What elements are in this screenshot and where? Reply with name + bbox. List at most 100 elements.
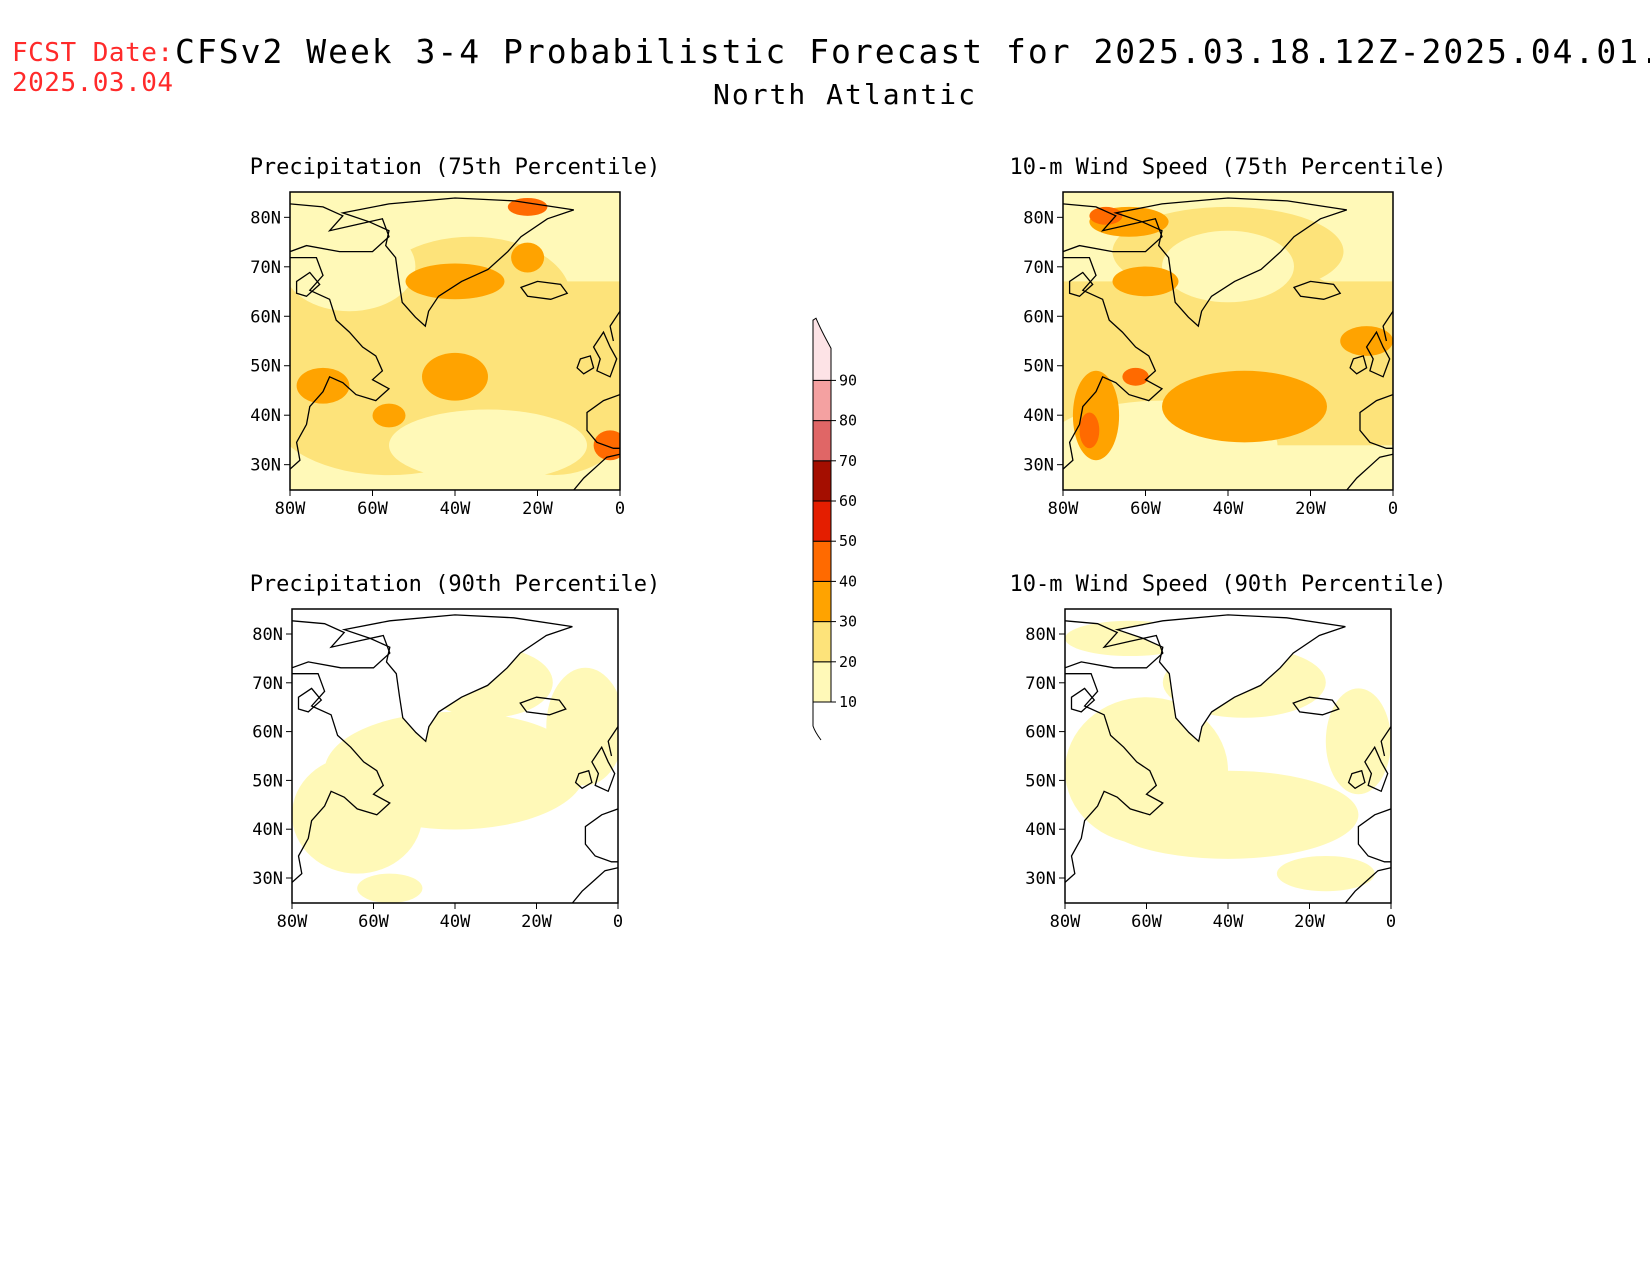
colorbar-label: 40: [839, 572, 857, 590]
lat-tick-label: 80N: [1023, 208, 1054, 228]
colorbar-legend: 10 20 30 40 50 60 70 80 90: [812, 317, 857, 741]
greenland-mask: [1117, 614, 1346, 742]
lat-tick-label: 50N: [250, 357, 281, 377]
forecast-date-value: 2025.03.04: [12, 68, 174, 98]
map-panel-precip-90: Precipitation (90th Percentile) 80N 70N 60N…: [250, 572, 661, 932]
lat-tick-label: 60N: [1023, 307, 1054, 327]
fill-region: [1122, 367, 1149, 386]
coastline: [1114, 614, 1346, 743]
coastline: [341, 614, 573, 743]
lat-tick-label: 70N: [250, 258, 281, 278]
fill-region: [290, 221, 416, 312]
colorbar-cap-bottom: [812, 702, 822, 741]
longitude-axis: 80W 60W 40W 20W 0: [1050, 903, 1396, 932]
probability-fill: [290, 192, 620, 490]
lon-tick-label: 80W: [1050, 912, 1081, 932]
coastline: [1365, 330, 1391, 378]
fill-region: [1072, 370, 1120, 461]
colorbar-segment: [812, 379, 832, 422]
lon-tick-label: 80W: [277, 912, 308, 932]
colorbar-label: 70: [839, 452, 857, 470]
fill-region: [1112, 266, 1179, 297]
map-panel-precip-75: Precipitation (75th Percentile) 80N 70N 60N…: [250, 155, 661, 519]
colorbar-label: 80: [839, 412, 857, 430]
lon-tick-label: 60W: [358, 912, 389, 932]
lon-tick-label: 80W: [1048, 499, 1079, 519]
coastlines: [292, 614, 618, 903]
lat-tick-label: 30N: [1023, 456, 1054, 476]
lat-tick-label: 30N: [250, 456, 281, 476]
fill-region: [1340, 326, 1393, 356]
fill-region: [546, 667, 618, 786]
lon-tick-label: 0: [615, 499, 625, 519]
coastline: [519, 696, 567, 716]
lon-tick-label: 20W: [522, 499, 553, 519]
colorbar-segment: [812, 460, 832, 502]
colorbar-segment: [812, 621, 832, 663]
colorbar-label: 60: [839, 492, 857, 510]
lat-tick-label: 70N: [252, 674, 283, 694]
coastline: [576, 355, 595, 375]
coastline: [295, 271, 321, 298]
lat-tick-label: 40N: [250, 406, 281, 426]
coastline: [1063, 203, 1163, 253]
fill-region: [1065, 697, 1228, 845]
lon-tick-label: 40W: [440, 912, 471, 932]
colorbar-segment: [812, 580, 832, 623]
coastline: [584, 808, 618, 863]
coastline: [1068, 271, 1094, 298]
lat-tick-label: 30N: [1025, 869, 1056, 889]
fill-region: [1089, 206, 1123, 225]
lon-tick-label: 60W: [357, 499, 388, 519]
fill-region: [1162, 370, 1327, 443]
fill-region: [1276, 855, 1375, 892]
lat-tick-label: 40N: [1025, 820, 1056, 840]
fill-region: [389, 409, 587, 482]
forecast-date-block: FCST Date: 2025.03.04: [12, 38, 174, 98]
lat-tick-label: 70N: [1023, 258, 1054, 278]
colorbar-segment: [812, 661, 832, 703]
panel-title: Precipitation (90th Percentile): [250, 572, 661, 597]
coastline: [292, 673, 391, 883]
coastline: [340, 197, 575, 328]
fill-region: [296, 367, 350, 404]
coastline: [571, 867, 618, 903]
lat-tick-label: 40N: [1023, 406, 1054, 426]
panel-title: Precipitation (75th Percentile): [250, 155, 661, 180]
coastline: [1349, 355, 1368, 375]
lon-tick-label: 80W: [275, 499, 306, 519]
lon-tick-label: 20W: [521, 912, 552, 932]
lon-tick-label: 40W: [440, 499, 471, 519]
map-panel-wind-90: 10-m Wind Speed (90th Percentile) 80N 70N 6…: [1009, 572, 1446, 932]
lat-tick-label: 60N: [250, 307, 281, 327]
lon-tick-label: 60W: [1131, 912, 1162, 932]
lon-tick-label: 20W: [1295, 499, 1326, 519]
coastline: [609, 310, 620, 342]
lat-tick-label: 70N: [1025, 674, 1056, 694]
fill-region: [405, 263, 505, 300]
coastline: [1346, 453, 1393, 490]
fill-region: [507, 197, 548, 216]
colorbar-segment: [812, 420, 832, 462]
coastline: [591, 745, 616, 793]
lat-tick-label: 60N: [1025, 723, 1056, 743]
coastline: [290, 203, 390, 253]
fill-region: [1079, 412, 1100, 449]
coastlines: [290, 197, 620, 490]
coastline: [1347, 769, 1366, 790]
colorbar-label: 90: [839, 371, 857, 389]
coastline: [519, 280, 569, 300]
forecast-date-label: FCST Date:: [12, 38, 174, 68]
panel-title: 10-m Wind Speed (75th Percentile): [1009, 155, 1446, 180]
colorbar-label: 30: [839, 613, 857, 631]
fill-region: [372, 403, 406, 428]
coastline: [1357, 808, 1391, 863]
lat-tick-label: 50N: [1023, 357, 1054, 377]
lat-tick-label: 50N: [252, 771, 283, 791]
lon-tick-label: 60W: [1130, 499, 1161, 519]
fill-region: [357, 873, 423, 903]
colorbar-segment: [812, 540, 832, 582]
lon-tick-label: 20W: [1294, 912, 1325, 932]
longitude-axis: 80W 60W 40W 20W 0: [1048, 490, 1398, 519]
